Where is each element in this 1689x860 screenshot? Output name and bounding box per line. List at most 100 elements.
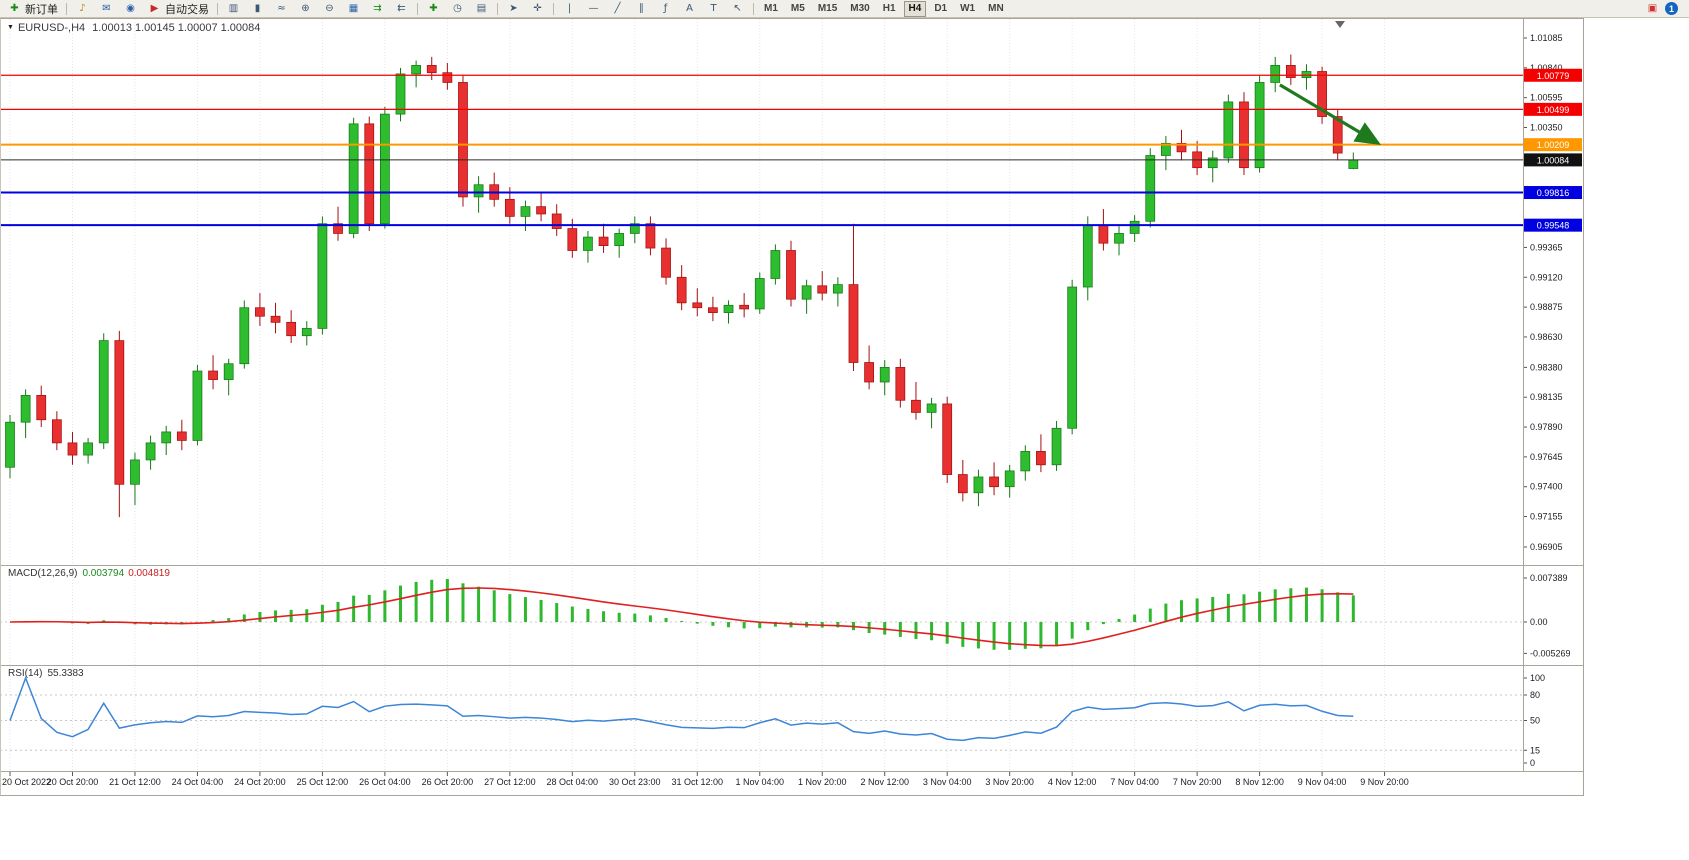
svg-text:1.00209: 1.00209 <box>1537 140 1570 150</box>
timeframe-m30-button[interactable]: M30 <box>850 2 870 14</box>
notifications-badge[interactable]: 1 <box>1665 2 1678 15</box>
svg-text:1.00595: 1.00595 <box>1530 93 1563 103</box>
zoom-out-icon: ⊖ <box>325 2 334 14</box>
svg-text:7 Nov 20:00: 7 Nov 20:00 <box>1173 777 1222 787</box>
grid <box>9 19 1386 771</box>
toolbar-separator <box>753 2 754 15</box>
toolbar-separator <box>217 2 218 15</box>
svg-text:80: 80 <box>1530 690 1540 700</box>
bar-chart-button[interactable]: ▥ <box>222 1 245 16</box>
signals-button[interactable]: ♪ <box>71 1 94 16</box>
svg-text:1 Nov 20:00: 1 Nov 20:00 <box>798 777 847 787</box>
svg-text:1.00499: 1.00499 <box>1537 105 1570 115</box>
svg-text:21 Oct 12:00: 21 Oct 12:00 <box>109 777 161 787</box>
timeframe-d1-button[interactable]: D1 <box>934 2 948 14</box>
macd-axis[interactable]: 0.007389 0.00 -0.005269 <box>1523 573 1571 658</box>
arrow-tools-button[interactable]: ↖ <box>726 1 749 16</box>
autotrading-button[interactable]: ▶ 自动交易 <box>143 1 213 16</box>
chart-ohlc-values: 1.00013 1.00145 1.00007 1.00084 <box>92 22 261 34</box>
svg-text:27 Oct 12:00: 27 Oct 12:00 <box>484 777 536 787</box>
chart-title: ▼ EURUSD-,H4 1.00013 1.00145 1.00007 1.000… <box>7 22 260 34</box>
timeframe-m5-button[interactable]: M5 <box>790 2 805 14</box>
channel-button[interactable]: ∥ <box>630 1 653 16</box>
tile-windows-button[interactable]: ▦ <box>342 1 365 16</box>
channel-icon: ∥ <box>639 2 644 14</box>
toolbar-items: ✚ 新订单 ♪ ✉ ◉ ▶ 自动交易 ▥ ▮ ≈ ⊕ ⊖ ▦ ⇉ ⇇ ✚ ◷ ▤ ➤ ✛ | — ╱ ∥ ƒ A T ↖ M1 M5 M15… <box>3 0 1645 17</box>
arrow-tools-icon: ↖ <box>733 2 742 14</box>
horizontal-lines[interactable] <box>0 74 1523 227</box>
vertical-line-button[interactable]: | <box>558 1 581 16</box>
cursor-icon: ➤ <box>509 2 518 14</box>
svg-text:28 Oct 04:00: 28 Oct 04:00 <box>547 777 599 787</box>
macd-histogram <box>24 578 1355 650</box>
candlestick-chart-button[interactable]: ▮ <box>246 1 269 16</box>
svg-text:3 Nov 20:00: 3 Nov 20:00 <box>985 777 1034 787</box>
rsi-line <box>9 675 1354 742</box>
indicators-button[interactable]: ✚ <box>422 1 445 16</box>
svg-text:0.98875: 0.98875 <box>1530 302 1563 312</box>
svg-text:0.97890: 0.97890 <box>1530 422 1563 432</box>
horizontal-line-button[interactable]: — <box>582 1 605 16</box>
svg-text:0.007389: 0.007389 <box>1530 573 1568 583</box>
timeframe-mn-button[interactable]: MN <box>988 2 1004 14</box>
timeframe-m15-button[interactable]: M15 <box>817 2 838 14</box>
autotrading-icon: ▶ <box>150 2 159 14</box>
zoom-out-button[interactable]: ⊖ <box>318 1 341 16</box>
chart-menu-icon[interactable]: ▼ <box>7 24 14 31</box>
svg-text:1.00779: 1.00779 <box>1537 71 1570 81</box>
chart-alert-icon[interactable]: ▣ <box>1647 2 1658 14</box>
timeframe-w1-button[interactable]: W1 <box>960 2 976 14</box>
mailbox-button[interactable]: ✉ <box>95 1 118 16</box>
new-order-button[interactable]: ✚ 新订单 <box>3 1 62 16</box>
line-chart-button[interactable]: ≈ <box>270 1 293 16</box>
svg-text:-0.005269: -0.005269 <box>1530 648 1571 658</box>
svg-text:0.98630: 0.98630 <box>1530 332 1563 342</box>
text-button[interactable]: A <box>678 1 701 16</box>
text-label-icon: T <box>710 2 717 14</box>
fibonacci-button[interactable]: ƒ <box>654 1 677 16</box>
svg-text:0.98380: 0.98380 <box>1530 362 1563 372</box>
zoom-in-icon: ⊕ <box>301 2 310 14</box>
timeframe-m1-button[interactable]: M1 <box>764 2 778 14</box>
macd-main-value: 0.003794 <box>82 568 125 579</box>
price-axis[interactable]: 1.01085 1.00840 1.00595 1.00350 0.99365 0.991… <box>1523 33 1563 552</box>
trend-arrow-icon[interactable] <box>1279 83 1382 145</box>
zoom-in-button[interactable]: ⊕ <box>294 1 317 16</box>
trendline-button[interactable]: ╱ <box>606 1 629 16</box>
templates-button[interactable]: ▤ <box>470 1 493 16</box>
rsi-axis[interactable]: 100 80 50 15 0 <box>1523 673 1545 768</box>
virtual-hosting-button[interactable]: ◉ <box>119 1 142 16</box>
svg-text:0.99365: 0.99365 <box>1530 242 1563 252</box>
macd-signal-line <box>9 587 1354 647</box>
auto-scroll-button[interactable]: ⇉ <box>366 1 389 16</box>
macd-indicator-name: MACD(12,26,9) <box>8 568 78 579</box>
line-chart-icon: ≈ <box>277 2 286 14</box>
trendline-icon: ╱ <box>614 2 621 14</box>
bar-chart-icon: ▥ <box>228 2 239 14</box>
toolbar-separator <box>553 2 554 15</box>
crosshair-icon: ✛ <box>533 2 542 14</box>
time-periods-button[interactable]: ◷ <box>446 1 469 16</box>
svg-text:1.00084: 1.00084 <box>1537 155 1570 165</box>
svg-text:0.99816: 0.99816 <box>1537 188 1570 198</box>
svg-text:3 Nov 04:00: 3 Nov 04:00 <box>923 777 972 787</box>
toolbar: ✚ 新订单 ♪ ✉ ◉ ▶ 自动交易 ▥ ▮ ≈ ⊕ ⊖ ▦ ⇉ ⇇ ✚ ◷ ▤ ➤ ✛ | — ╱ ∥ ƒ A T ↖ M1 M5 M15… <box>0 0 1689 18</box>
chart-shift-button[interactable]: ⇇ <box>390 1 413 16</box>
crosshair-button[interactable]: ✛ <box>526 1 549 16</box>
panel-borders <box>0 18 1584 796</box>
svg-text:0.97155: 0.97155 <box>1530 512 1563 522</box>
rsi-levels <box>0 694 1523 751</box>
fibonacci-icon: ƒ <box>663 2 668 14</box>
toolbar-right: ▣ 1 <box>1645 1 1686 16</box>
timeframe-h1-button[interactable]: H1 <box>882 2 896 14</box>
svg-text:20 Oct 20:00: 20 Oct 20:00 <box>47 777 99 787</box>
time-periods-icon: ◷ <box>453 2 462 14</box>
cursor-button[interactable]: ➤ <box>502 1 525 16</box>
svg-text:26 Oct 20:00: 26 Oct 20:00 <box>422 777 474 787</box>
svg-text:15: 15 <box>1530 745 1540 755</box>
text-label-button[interactable]: T <box>702 1 725 16</box>
timeframe-h4-button[interactable]: H4 <box>903 0 927 17</box>
